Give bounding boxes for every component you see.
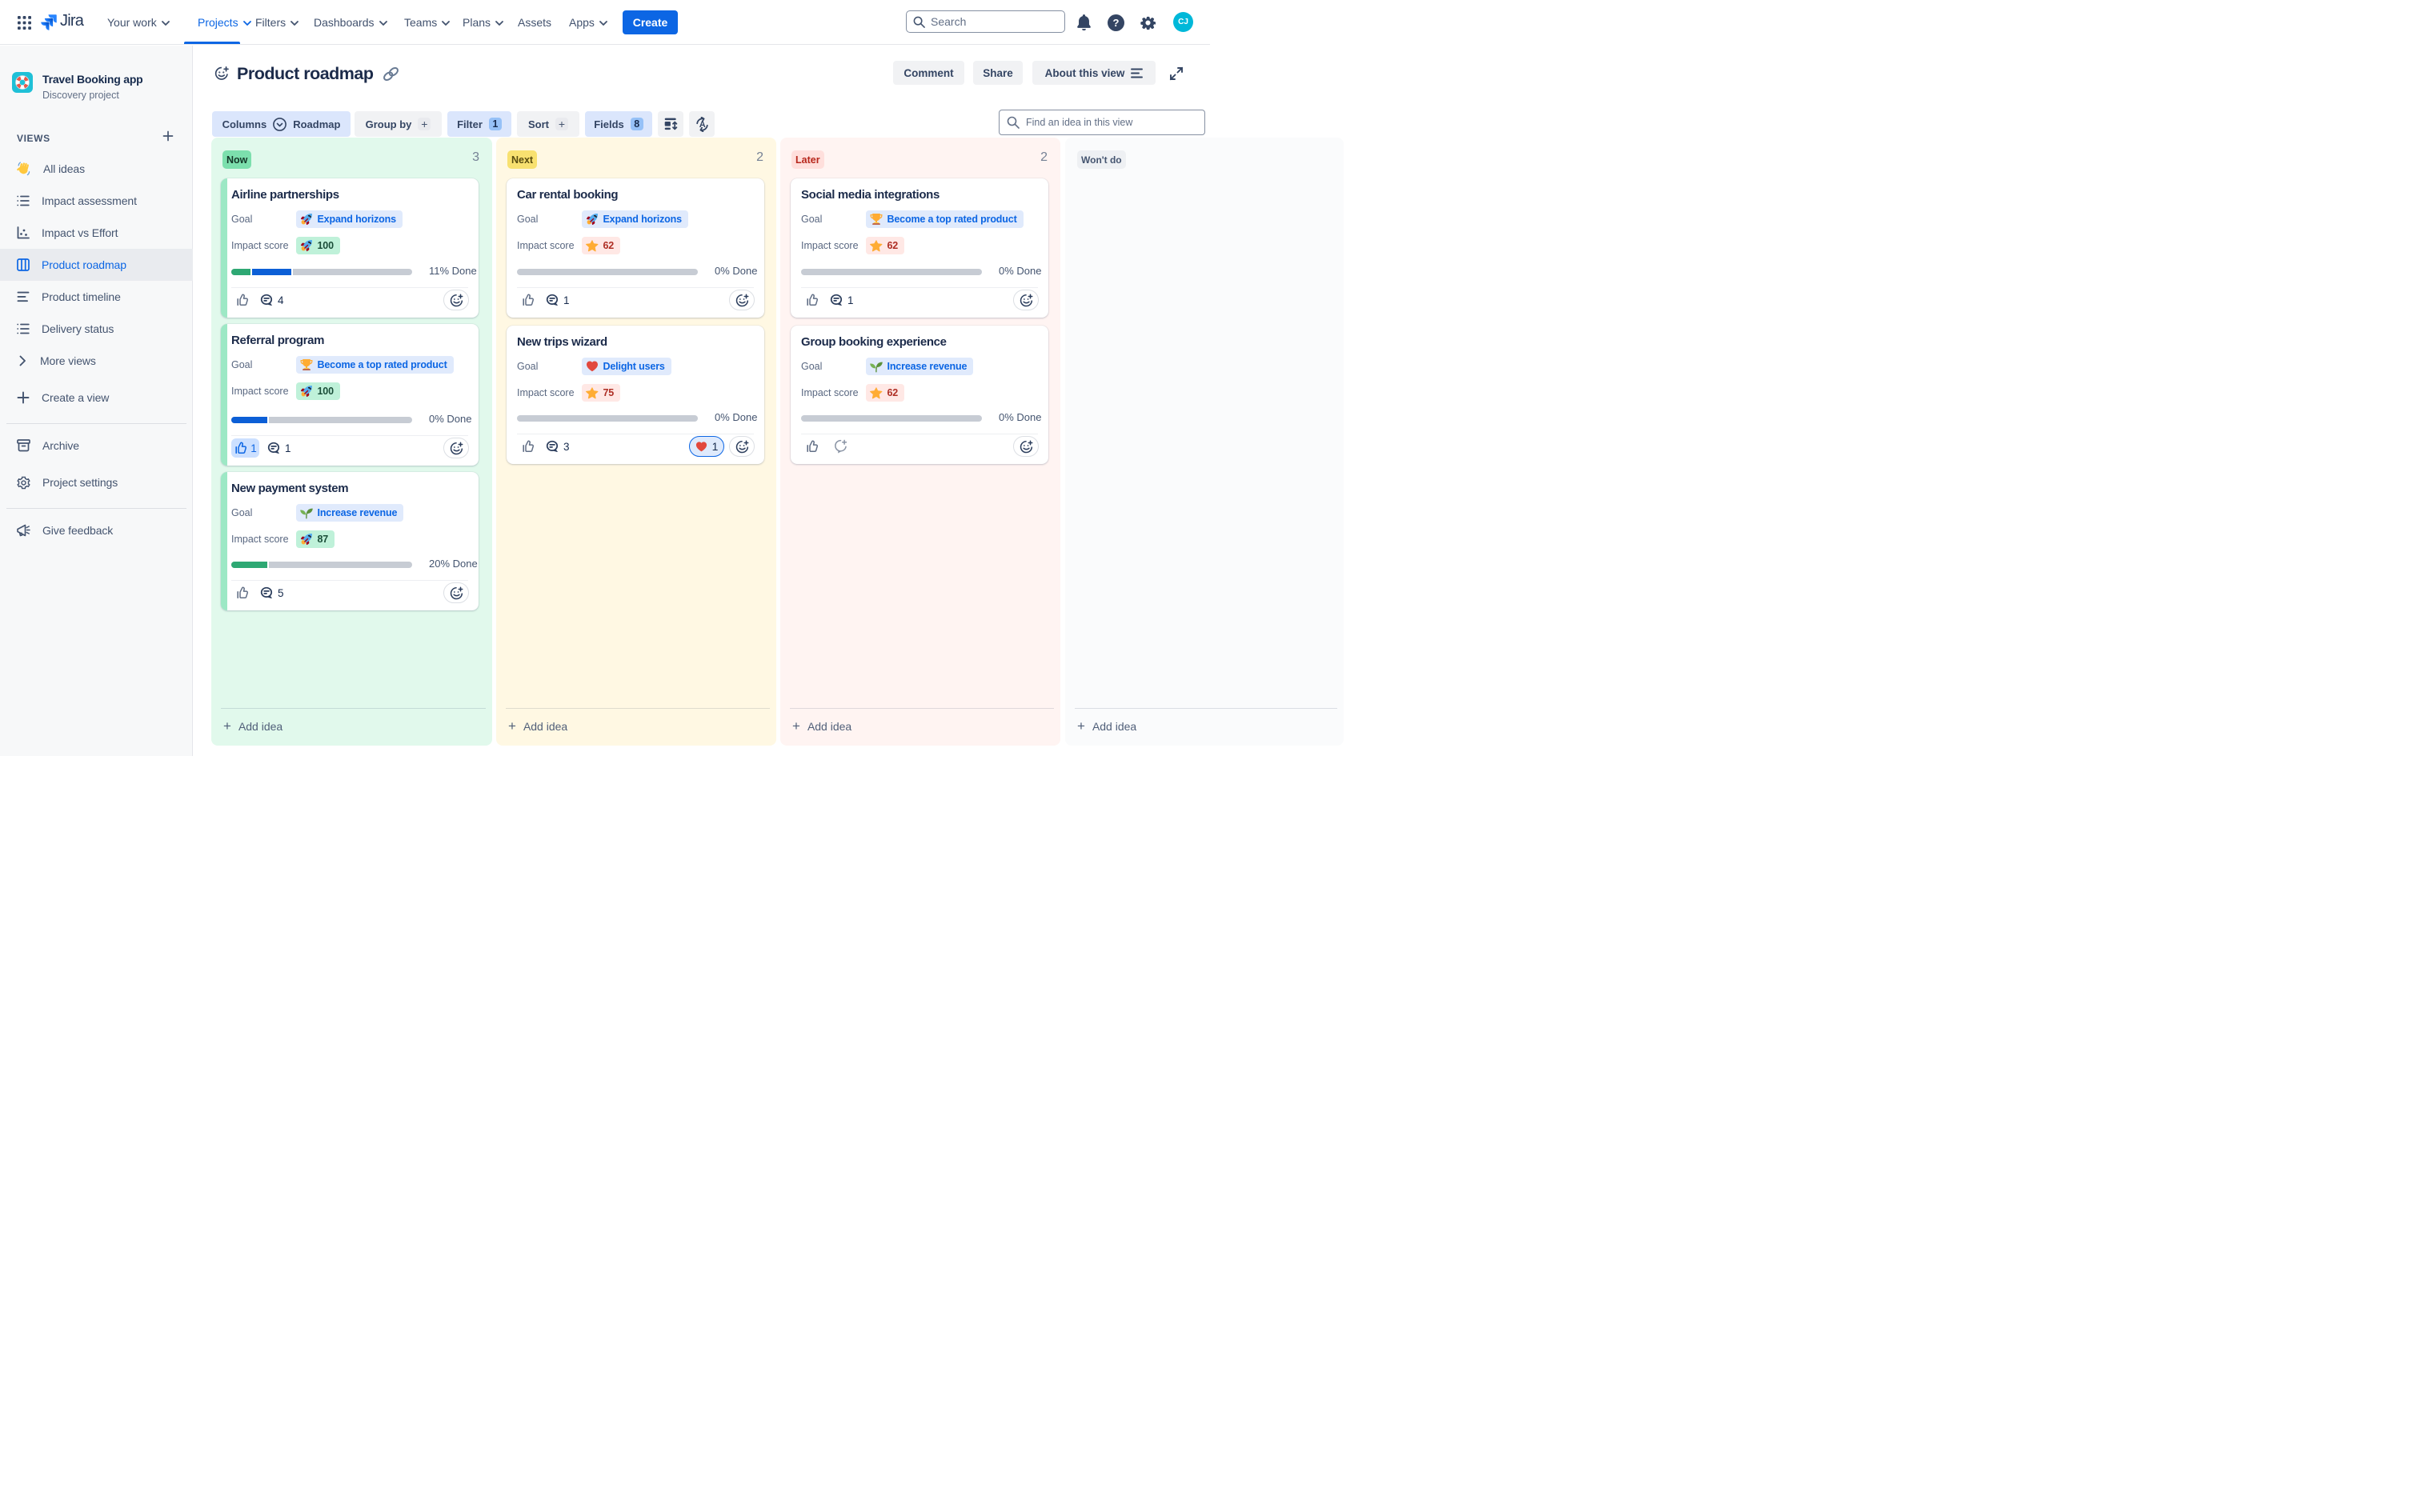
svg-text:?: ?: [1113, 17, 1120, 29]
svg-text:A: A: [699, 120, 705, 130]
